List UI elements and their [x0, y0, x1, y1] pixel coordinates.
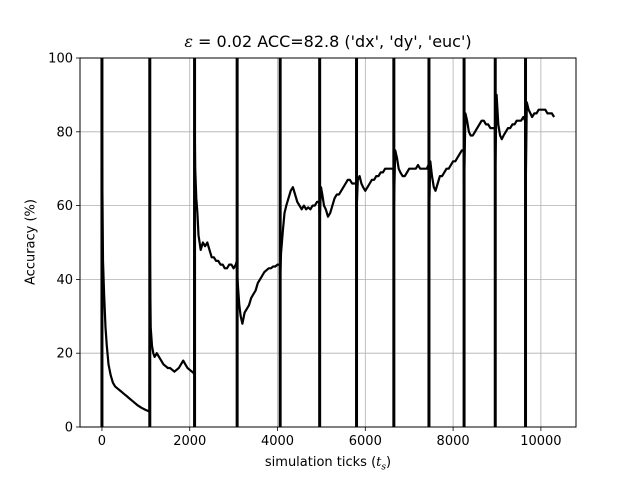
chart-title: ε = 0.02 ACC=82.8 ('dx', 'dy', 'euc')	[80, 32, 576, 51]
y-tick-label: 60	[56, 199, 73, 214]
x-tick-label: 4000	[261, 434, 294, 449]
x-tick-label: 2000	[173, 434, 206, 449]
y-tick-label: 20	[56, 347, 73, 362]
x-axis-label-subscript: s	[381, 462, 387, 473]
x-axis-label: simulation ticks (ts)	[80, 455, 576, 473]
x-tick-label: 0	[98, 434, 106, 449]
x-tick-label: 6000	[349, 434, 382, 449]
x-axis-label-text: simulation ticks (	[264, 455, 377, 470]
y-tick-label: 80	[56, 125, 73, 140]
accuracy-series-line	[100, 93, 556, 413]
y-axis-label: Accuracy (%)	[23, 199, 39, 285]
x-tick-label: 10000	[520, 434, 561, 449]
tick-layer: 0 2000 4000 6000 8000 10000 0 20 40 60 80 100	[48, 52, 561, 450]
axes-frame	[79, 57, 577, 428]
y-tick-label: 0	[65, 421, 73, 436]
grid-lines	[80, 57, 576, 428]
title-epsilon: ε	[184, 32, 193, 51]
title-text: = 0.02 ACC=82.8 ('dx', 'dy', 'euc')	[192, 32, 472, 51]
x-axis-label-close: )	[386, 455, 392, 470]
y-tick-label: 40	[56, 273, 73, 288]
series-layer	[100, 58, 556, 427]
x-tick-label: 8000	[437, 434, 470, 449]
x-axis-label-symbol: t	[376, 455, 382, 470]
y-tick-label: 100	[48, 52, 73, 67]
